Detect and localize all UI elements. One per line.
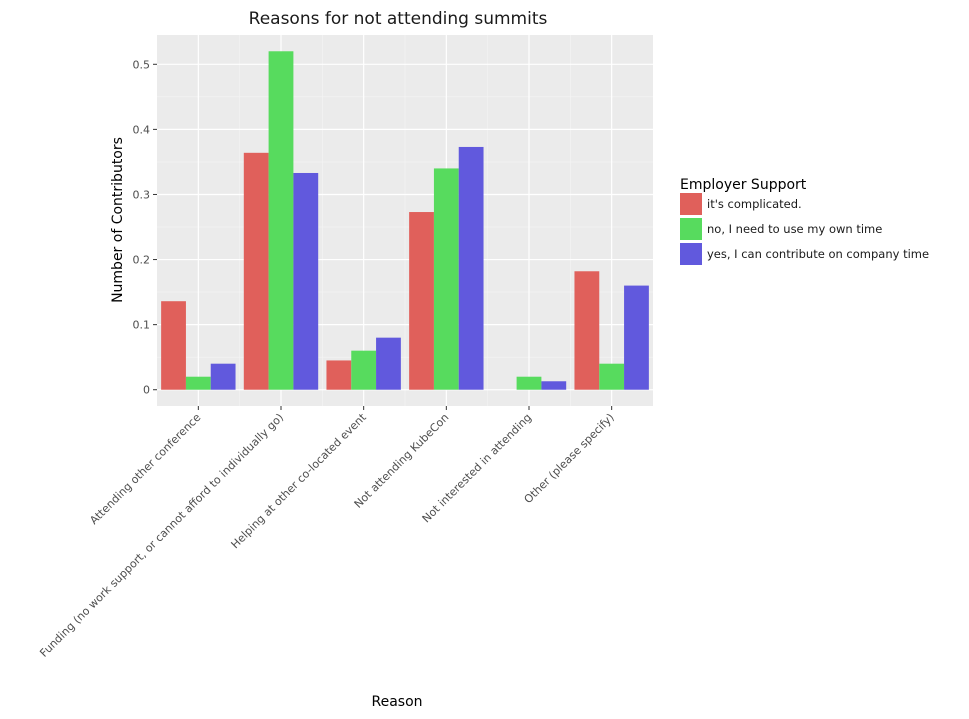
y-tick-label: 0.2 <box>133 254 151 267</box>
chart-title: Reasons for not attending summits <box>249 9 548 29</box>
bar <box>458 146 484 390</box>
bar <box>376 337 401 390</box>
bar <box>624 285 649 390</box>
bar <box>516 376 542 390</box>
bar <box>574 271 600 390</box>
bar <box>433 168 459 390</box>
bar <box>268 51 294 390</box>
x-tick-label: Not attending KubeCon <box>352 411 452 511</box>
bar <box>210 363 236 390</box>
bar <box>409 212 434 390</box>
legend-items: it's complicated. no, I need to use my ow… <box>680 193 929 265</box>
y-tick-label: 0.3 <box>133 188 151 201</box>
y-axis-ticks: 0 0.1 0.2 0.3 0.4 0.5 <box>133 58 157 397</box>
bar <box>541 381 567 390</box>
y-tick-label: 0 <box>143 384 150 397</box>
bar <box>599 363 625 390</box>
legend-label: it's complicated. <box>707 197 802 211</box>
y-tick-label: 0.4 <box>133 123 151 136</box>
x-tick-label: Other (please specify) <box>522 411 617 506</box>
legend-label: no, I need to use my own time <box>707 222 882 236</box>
bars <box>161 51 649 390</box>
legend-swatch <box>680 218 702 240</box>
bar <box>293 172 319 390</box>
y-axis-title: Number of Contributors <box>110 137 126 303</box>
bar <box>243 152 269 390</box>
legend: Employer Support it's complicated. no, I … <box>680 177 929 265</box>
legend-label: yes, I can contribute on company time <box>707 247 929 261</box>
legend-swatch <box>680 243 702 265</box>
legend-title: Employer Support <box>680 177 807 193</box>
x-tick-label: Helping at other co-located event <box>229 410 370 551</box>
bar <box>326 360 352 390</box>
grid-minor <box>157 35 653 406</box>
x-axis-title: Reason <box>371 694 422 710</box>
y-tick-label: 0.1 <box>133 319 151 332</box>
bar <box>185 376 211 390</box>
bar <box>161 301 186 390</box>
y-tick-label: 0.5 <box>133 58 151 71</box>
bar <box>351 350 377 390</box>
legend-swatch <box>680 193 702 215</box>
